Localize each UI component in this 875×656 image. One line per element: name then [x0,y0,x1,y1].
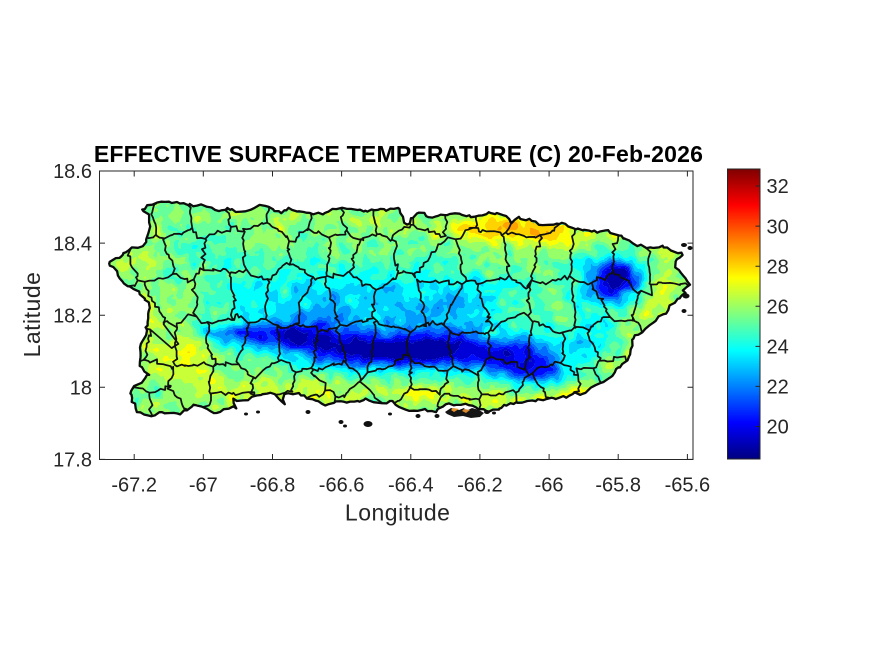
svg-text:17.8: 17.8 [53,450,92,472]
svg-text:18.6: 18.6 [53,161,92,183]
svg-text:20: 20 [767,417,789,439]
svg-text:30: 30 [767,216,789,238]
svg-text:26: 26 [767,297,789,319]
svg-text:-65.6: -65.6 [665,475,711,497]
svg-text:-67.2: -67.2 [111,475,157,497]
svg-text:-65.8: -65.8 [595,475,641,497]
svg-text:Latitude: Latitude [19,272,45,358]
svg-text:EFFECTIVE SURFACE TEMPERATURE: EFFECTIVE SURFACE TEMPERATURE (C) 20-Feb… [94,141,703,167]
svg-text:24: 24 [767,337,789,359]
svg-text:22: 22 [767,377,789,399]
svg-text:28: 28 [767,256,789,278]
svg-text:32: 32 [767,176,789,198]
svg-text:18.4: 18.4 [53,233,92,255]
svg-text:18.2: 18.2 [53,305,92,327]
svg-text:-66.2: -66.2 [457,475,503,497]
svg-text:-66.4: -66.4 [388,475,434,497]
svg-text:18: 18 [70,378,92,400]
svg-text:-66.6: -66.6 [319,475,365,497]
svg-text:Longitude: Longitude [345,500,451,526]
svg-text:-66.8: -66.8 [250,475,296,497]
svg-text:-66: -66 [535,475,564,497]
svg-text:-67: -67 [189,475,218,497]
